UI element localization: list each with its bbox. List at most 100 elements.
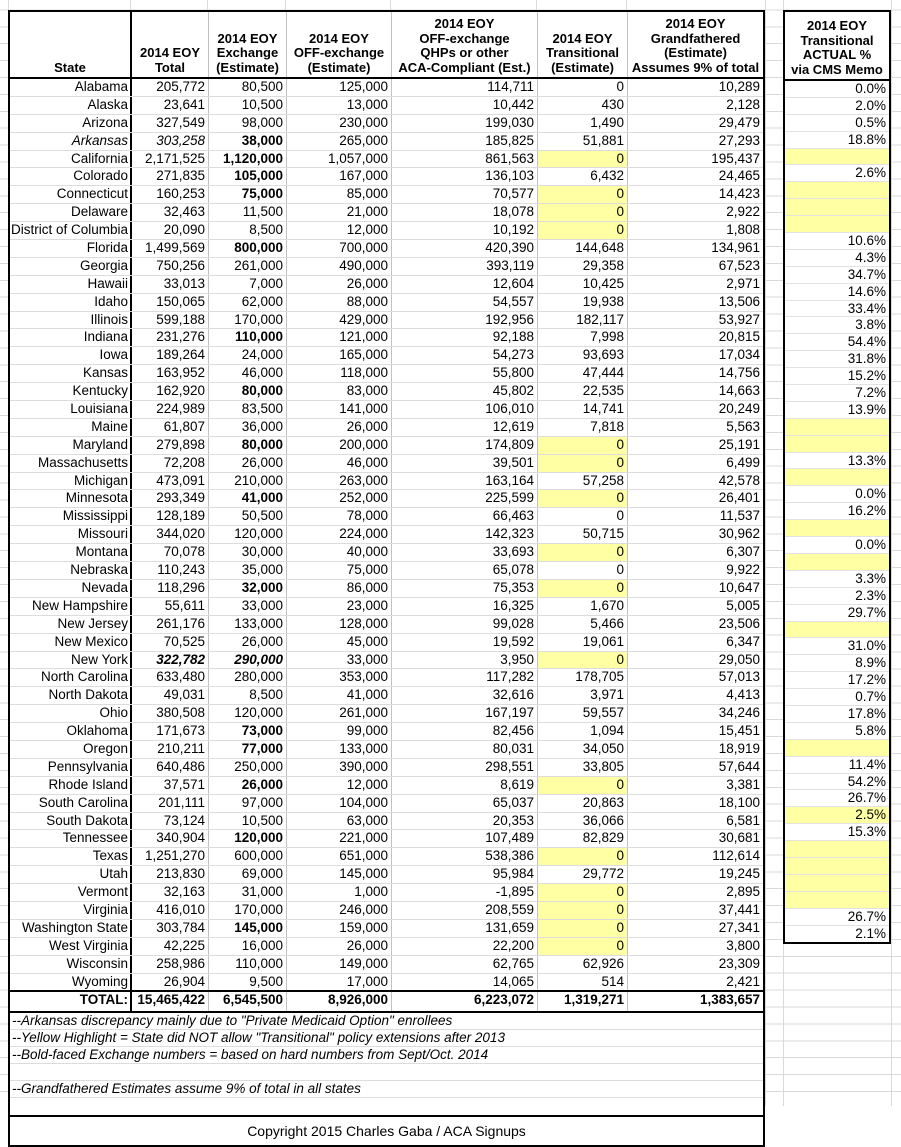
cell-transitional: 0 [538, 436, 628, 454]
cell-state: Idaho [10, 293, 132, 311]
table-row: West Virginia 42,225 16,000 26,000 22,200 0 3,… [10, 937, 763, 956]
table-row: Georgia 750,256 261,000 490,000 393,119 29,35… [10, 257, 763, 276]
cell-exchange: 7,000 [209, 275, 287, 293]
cell-state: Oklahoma [10, 723, 132, 740]
cell-total: 189,264 [132, 347, 209, 365]
cell-exchange: 38,000 [209, 132, 287, 150]
cell-exchange: 62,000 [209, 293, 287, 311]
cell-transitional-actual: 13.3% [785, 453, 889, 470]
cell-grandfathered: 2,922 [726, 204, 760, 220]
table-row: Alabama 205,772 80,500 125,000 114,711 0 10,28… [10, 79, 763, 97]
table-row: Mississippi 128,189 50,500 78,000 66,463 0 11,… [10, 508, 763, 527]
cell-state: Michigan [10, 472, 132, 490]
cell-off-exchange: 121,000 [287, 329, 392, 347]
cell-off-exchange: 700,000 [287, 240, 392, 257]
transitional-actual-table: 2014 EOY Transitional ACTUAL % via CMS M… [783, 10, 891, 945]
cell-off-exchange: 261,000 [287, 705, 392, 723]
cell-grandfathered: 14,756 [718, 365, 760, 381]
table-row: Illinois 599,188 170,000 429,000 192,956 182,… [10, 311, 763, 330]
cell-exchange: 133,000 [209, 615, 287, 633]
cell-transitional-actual: 2.6% [785, 165, 889, 183]
cell-exchange: 26,000 [209, 454, 287, 472]
cell-off-exchange: 133,000 [287, 740, 392, 758]
table-row: New York 322,782 290,000 33,000 3,950 0 29,050 [10, 651, 763, 670]
cell-state: Tennessee [10, 830, 132, 848]
cell-transitional: 0 [538, 901, 628, 919]
cell-total: 33,013 [132, 275, 209, 293]
cell-grandfathered: 18,919 [718, 740, 760, 756]
cell-grandfathered: 3,800 [726, 937, 760, 953]
cell-state: Georgia [10, 257, 132, 275]
cell-transitional-actual [785, 857, 889, 875]
cell-off-exchange: 85,000 [287, 186, 392, 204]
cell-qhp: 70,577 [392, 186, 538, 204]
cell-state: Alabama [10, 79, 132, 96]
table-row: Wisconsin 258,986 110,000 149,000 62,765 62,9… [10, 955, 763, 974]
cell-qhp: 82,456 [392, 723, 538, 740]
table-row: South Dakota 73,124 10,500 63,000 20,353 36,0… [10, 812, 763, 831]
table-row: Arkansas 303,258 38,000 265,000 185,825 51,88… [10, 132, 763, 151]
cell-qhp: 95,984 [392, 866, 538, 884]
total-total: 15,465,422 [132, 992, 209, 1012]
table-row: New Mexico 70,525 26,000 45,000 19,592 19,061… [10, 633, 763, 652]
cell-off-exchange: 118,000 [287, 365, 392, 383]
cell-off-exchange: 390,000 [287, 758, 392, 776]
cell-state: California [10, 150, 132, 168]
table-row: Pennsylvania 640,486 250,000 390,000 298,551… [10, 758, 763, 777]
cell-qhp: 192,956 [392, 311, 538, 329]
cell-qhp: 208,559 [392, 901, 538, 919]
cell-state: District of Columbia [10, 222, 132, 240]
cell-transitional-actual [785, 435, 889, 453]
table-row: Texas 1,251,270 600,000 651,000 538,386 0 112,… [10, 848, 763, 867]
cell-exchange: 97,000 [209, 794, 287, 812]
cell-off-exchange: 78,000 [287, 508, 392, 526]
cell-transitional: 0 [538, 454, 628, 472]
cell-transitional: 1,670 [538, 597, 628, 615]
cell-transitional-actual [785, 469, 889, 487]
table-row: Connecticut 160,253 75,000 85,000 70,577 0 14,… [10, 186, 763, 205]
cell-transitional: 182,117 [538, 311, 628, 329]
cell-off-exchange: 104,000 [287, 794, 392, 812]
total-grandfathered: 1,383,657 [699, 992, 760, 1008]
column-header-transitional: 2014 EOY Transitional (Estimate) [538, 12, 628, 77]
cell-transitional: 47,444 [538, 365, 628, 383]
table-row: Virginia 416,010 170,000 246,000 208,559 0 37,… [10, 901, 763, 920]
cell-off-exchange: 83,000 [287, 383, 392, 401]
cell-state: Maryland [10, 436, 132, 454]
cell-qhp: 18,078 [392, 204, 538, 222]
cell-exchange: 120,000 [209, 705, 287, 723]
cell-grandfathered: 57,013 [718, 669, 760, 685]
cell-qhp: 3,950 [392, 651, 538, 669]
cell-qhp: 54,273 [392, 347, 538, 365]
cell-transitional-actual [785, 891, 889, 909]
cell-transitional-actual: 17.8% [785, 706, 889, 723]
table-row: Maryland 279,898 80,000 200,000 174,809 0 25,1… [10, 436, 763, 455]
cell-transitional-actual: 4.3% [785, 250, 889, 267]
cell-qhp: 420,390 [392, 240, 538, 257]
cell-qhp: 22,200 [392, 937, 538, 955]
cell-exchange: 83,500 [209, 401, 287, 418]
cell-transitional: 0 [538, 919, 628, 937]
cell-exchange: 800,000 [209, 240, 287, 257]
cell-off-exchange: 46,000 [287, 454, 392, 472]
cell-qhp: 142,323 [392, 526, 538, 544]
cell-transitional: 0 [538, 204, 628, 222]
cell-state: North Carolina [10, 669, 132, 687]
cell-off-exchange: 12,000 [287, 776, 392, 794]
cell-grandfathered: 14,423 [718, 186, 760, 202]
cell-transitional: 144,648 [538, 240, 628, 257]
cell-transitional: 36,066 [538, 812, 628, 830]
cell-state: New Mexico [10, 633, 132, 651]
cell-state: New Hampshire [10, 597, 132, 615]
cell-qhp: 14,065 [392, 973, 538, 991]
cell-qhp: 106,010 [392, 401, 538, 418]
cell-transitional-actual [785, 874, 889, 892]
cell-off-exchange: 353,000 [287, 669, 392, 687]
cell-transitional: 0 [538, 776, 628, 794]
cell-transitional: 51,881 [538, 132, 628, 150]
cell-grandfathered: 6,581 [726, 812, 760, 828]
cell-transitional-actual: 10.6% [785, 233, 889, 250]
cell-exchange: 8,500 [209, 222, 287, 240]
cell-exchange: 261,000 [209, 257, 287, 275]
table-row: Idaho 150,065 62,000 88,000 54,557 19,938 13,5… [10, 293, 763, 312]
